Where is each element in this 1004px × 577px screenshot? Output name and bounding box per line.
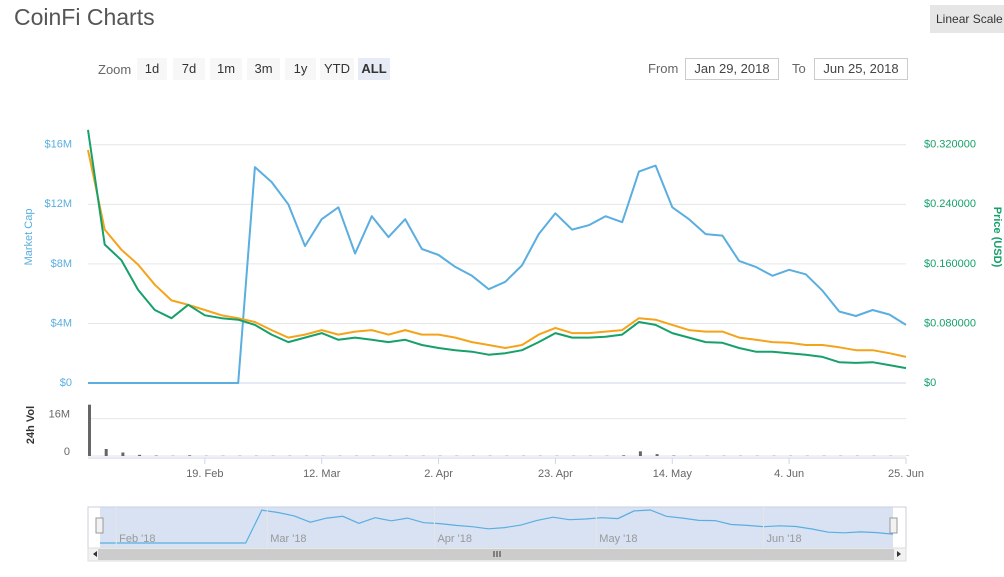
y-axis-title: Market Cap	[23, 209, 35, 266]
scrollbar-thumb[interactable]	[98, 549, 894, 560]
scale-button[interactable]: Linear Scale	[930, 5, 1004, 33]
x-tick-label: 12. Mar	[303, 468, 341, 480]
volume-tick-label: 16M	[49, 409, 70, 421]
volume-bar	[104, 449, 108, 456]
y2-tick-label: $0.160000	[924, 258, 976, 270]
zoom-button[interactable]: 1y	[285, 58, 316, 80]
series-line	[88, 164, 907, 384]
y-tick-label: $8M	[51, 258, 72, 270]
volume-bar	[188, 455, 192, 456]
volume-bar	[638, 451, 642, 456]
x-tick-label: 19. Feb	[186, 468, 223, 480]
y2-axis-title: Price (USD)	[991, 207, 1003, 268]
from-label: From	[648, 61, 679, 76]
zoom-label: Zoom	[98, 62, 132, 77]
zoom-button[interactable]: 7d	[173, 58, 205, 80]
volume-bar	[121, 452, 125, 456]
navigator-tick-label: Apr '18	[437, 533, 472, 545]
volume-axis-title: 24h Vol	[25, 406, 37, 444]
volume-bar	[622, 455, 626, 456]
zoom-button[interactable]: 3m	[247, 58, 280, 80]
volume-tick-label: 0	[64, 446, 70, 458]
navigator-handle[interactable]	[889, 517, 898, 534]
navigator-tick-label: May '18	[599, 533, 637, 545]
page-title: CoinFi Charts	[14, 4, 155, 30]
navigator-tick-label: Jun '18	[767, 533, 802, 545]
y-tick-label: $16M	[44, 139, 72, 151]
x-tick-label: 2. Apr	[424, 468, 453, 480]
zoom-button[interactable]: YTD	[320, 58, 354, 80]
x-tick-label: 23. Apr	[538, 468, 573, 480]
to-input[interactable]: Jun 25, 2018	[814, 58, 908, 80]
y2-tick-label: $0.240000	[924, 198, 976, 210]
to-label: To	[792, 61, 806, 76]
navigator-selection[interactable]	[100, 507, 893, 548]
navigator-tick-label: Mar '18	[270, 533, 306, 545]
y-tick-label: $12M	[44, 198, 72, 210]
x-tick-label: 25. Jun	[888, 468, 924, 480]
volume-bar	[88, 404, 91, 456]
navigator-handle[interactable]	[95, 517, 104, 534]
volume-bar	[655, 454, 659, 456]
from-input[interactable]: Jan 29, 2018	[685, 58, 779, 80]
y-tick-label: $4M	[51, 317, 72, 329]
y2-tick-label: $0.080000	[924, 317, 976, 329]
navigator-line	[100, 509, 894, 544]
y2-tick-label: $0.320000	[924, 139, 976, 151]
zoom-button[interactable]: ALL	[358, 58, 390, 80]
zoom-button[interactable]: 1m	[210, 58, 242, 80]
x-tick-label: 4. Jun	[774, 468, 804, 480]
series-line	[87, 129, 907, 370]
series-line	[87, 149, 907, 358]
zoom-button[interactable]: 1d	[137, 58, 167, 80]
y-tick-label: $0	[60, 377, 72, 389]
y2-tick-label: $0	[924, 377, 936, 389]
navigator-tick-label: Feb '18	[119, 533, 155, 545]
volume-bar	[138, 454, 142, 456]
scroll-grip	[493, 551, 501, 557]
x-tick-label: 14. May	[653, 468, 693, 480]
